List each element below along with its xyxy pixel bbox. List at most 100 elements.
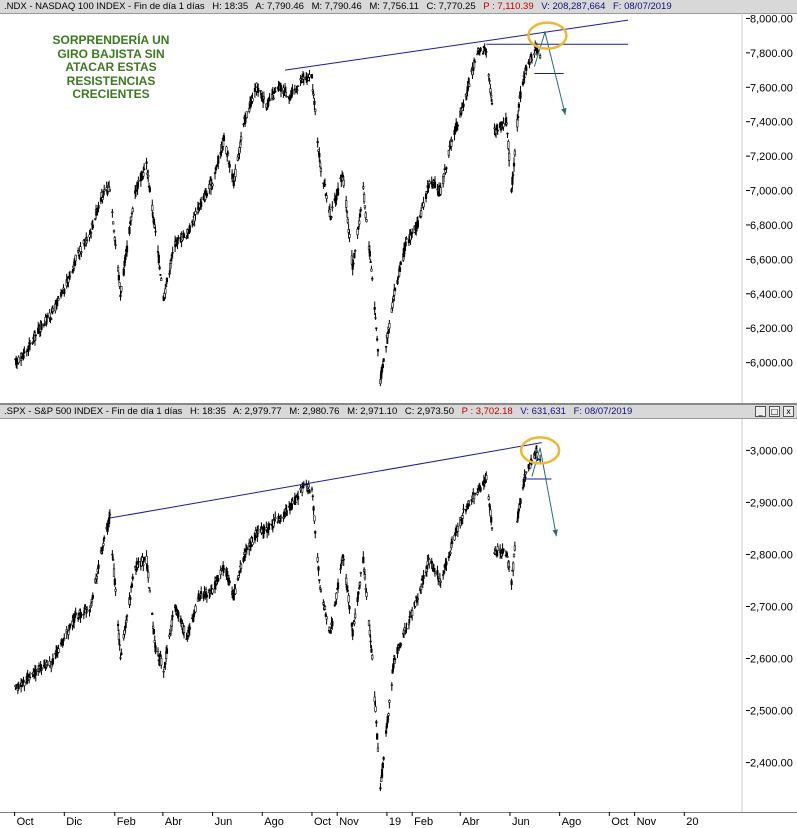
candle-body [137,560,140,563]
candle-body [517,103,521,108]
candle-body [323,606,327,610]
candle-body [386,333,389,339]
candle-body [284,92,287,97]
candle-body [101,197,104,200]
candle-body [228,580,231,584]
close-button[interactable]: x [783,406,794,417]
x-tick-label: Oct [611,816,628,828]
candle-body [310,488,314,491]
candle-body [279,85,283,92]
candle-body [111,553,114,556]
candle-body [34,334,37,337]
spx-high: M: 2,980.76 [289,406,340,417]
x-tick-label: Abr [165,816,182,828]
candle-body [391,669,394,674]
candle-body [479,487,482,492]
candle-body [473,492,477,495]
candle-body [513,545,516,551]
candle-body [91,594,94,599]
candle-body [214,167,217,171]
candle-body [445,561,448,566]
ndx-close: C: 7,770.25 [426,1,476,12]
candle-body [329,630,332,634]
candle-body [154,645,157,653]
candle-body [385,730,388,734]
candle-body [433,181,437,188]
candle-body [137,180,140,182]
x-tick-label: Dic [66,816,82,828]
candle-body [364,212,367,218]
candle-body [156,251,160,253]
spx-time: H: 18:35 [189,406,226,417]
candle-body [368,629,371,635]
candle-body [512,174,515,176]
candle-body [40,323,43,331]
candle-body [512,162,516,167]
candle-body [46,314,49,318]
candle-body [399,642,402,647]
candle-body [112,229,116,233]
candle-body [227,577,230,581]
candle-body [272,97,275,100]
candle-body [22,354,25,359]
candle-body [84,606,87,608]
candle-body [342,558,345,561]
candle-body [103,537,106,540]
candle-body [91,224,94,229]
candle-body [390,684,393,686]
candle-body [237,575,240,579]
candle-body [232,180,235,187]
candle-body [353,621,356,625]
x-tick-label: Abr [462,816,479,828]
candle-body [205,193,208,197]
candle-body [342,179,345,186]
x-tick-label: 20 [686,816,698,828]
trendline [109,442,542,519]
candle-body [339,568,342,570]
candle-body [312,506,315,511]
candle-body [310,74,314,79]
candle-body [23,351,26,354]
candle-body [302,76,305,80]
pane-divider[interactable] [0,403,797,405]
candle-body [346,219,349,223]
candle-body [279,516,283,519]
candle-body [97,564,100,569]
candle-body [308,489,311,494]
candle-body [153,640,156,643]
candle-body [523,474,526,476]
candle-body [416,220,419,228]
candle-body [271,91,274,95]
minimize-button[interactable]: _ [755,406,766,417]
candle-body [232,593,235,601]
candle-body [512,553,516,558]
y-tick-label: 2,600.00 [750,654,793,666]
candle-body [425,568,428,572]
ndx-date: F: 08/07/2019 [613,1,672,12]
candle-body [408,615,411,618]
candle-body [152,629,156,634]
candle-body [251,541,254,546]
candle-body [90,599,94,603]
x-tick-label: Nov [339,816,359,828]
candle-body [353,252,356,259]
maximize-button[interactable]: □ [769,406,780,417]
candle-body [314,531,317,534]
candle-body [442,572,446,574]
candle-body [107,517,111,525]
candle-body [40,666,43,671]
candle-body [362,556,365,564]
candle-body [257,530,260,534]
candle-body [424,193,428,199]
candle-body [420,585,423,590]
candle-body [297,496,300,500]
candle-body [388,323,391,329]
spx-close: C: 2,973.50 [404,406,454,417]
candle-body [225,146,228,154]
candle-body [27,345,30,352]
candle-body [502,548,505,552]
candle-body [487,496,490,500]
candle-body [128,227,131,234]
y-tick-label: 8,000.00 [750,13,793,25]
candle-body [381,762,384,769]
